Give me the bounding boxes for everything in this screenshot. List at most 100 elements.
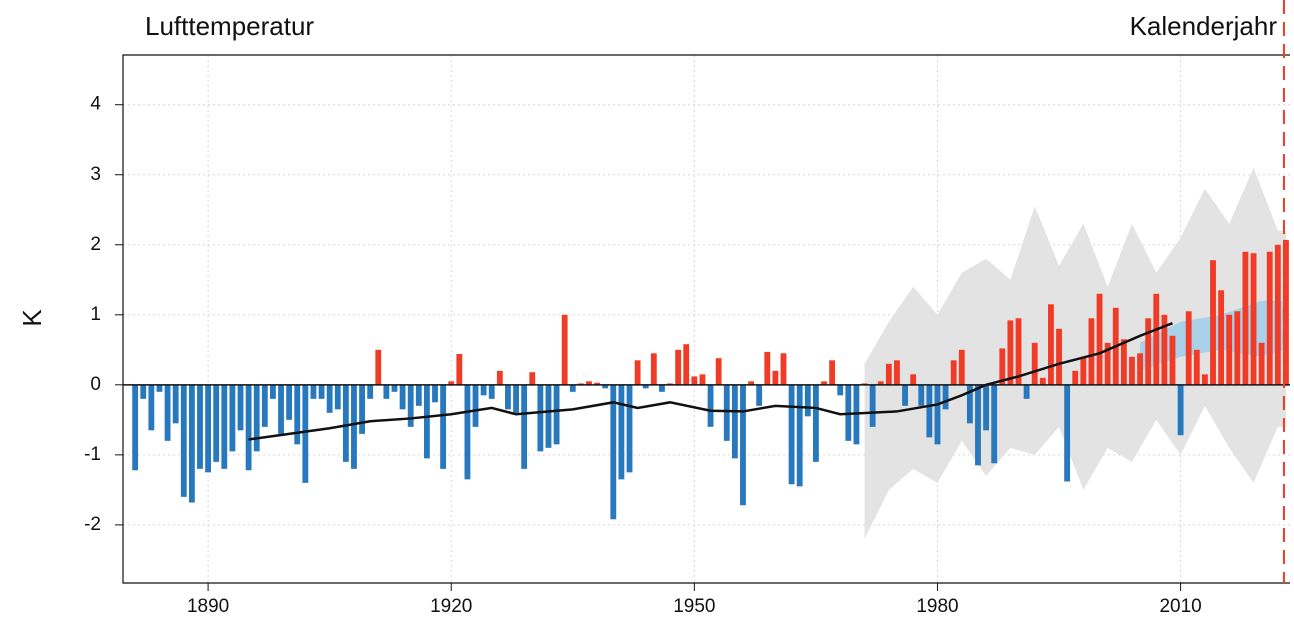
bar	[553, 384, 560, 445]
bar	[480, 384, 487, 396]
bar	[569, 384, 576, 392]
bar	[691, 376, 698, 385]
bar	[1007, 320, 1014, 385]
bar	[351, 384, 357, 469]
bar	[877, 381, 884, 385]
y-tick-label: -1	[84, 444, 101, 465]
bar	[229, 384, 236, 452]
bar	[310, 384, 317, 399]
bar	[359, 384, 365, 434]
bar	[659, 384, 665, 392]
bar	[245, 384, 252, 471]
bar	[975, 384, 981, 466]
y-tick-label: -2	[84, 514, 101, 535]
plot-frame	[122, 54, 1290, 584]
bar	[634, 360, 641, 385]
bar	[829, 360, 836, 385]
bar	[205, 384, 212, 473]
bar	[261, 384, 268, 427]
bar	[1274, 244, 1281, 385]
bar	[821, 381, 827, 385]
bar	[148, 384, 155, 431]
bar	[488, 384, 495, 399]
bar	[602, 384, 609, 389]
bar	[594, 382, 601, 385]
bar	[748, 381, 754, 385]
bar	[756, 384, 763, 406]
bar	[999, 348, 1006, 385]
x-tick-label: 1920	[430, 596, 472, 617]
bar	[983, 384, 990, 431]
y-tick-label: 1	[90, 304, 101, 325]
bar	[237, 384, 244, 431]
bar	[407, 384, 414, 427]
bar	[521, 384, 528, 469]
bar	[926, 384, 933, 438]
running-mean	[248, 322, 1173, 441]
bar	[561, 314, 568, 385]
bar	[391, 384, 398, 392]
bar	[545, 384, 552, 448]
bar	[812, 384, 819, 462]
chart-title: Lufttemperatur	[145, 11, 314, 41]
bar	[1153, 293, 1160, 385]
bar	[1177, 384, 1184, 436]
bar	[464, 384, 471, 480]
bar	[132, 384, 139, 471]
bar	[513, 384, 519, 413]
y-tick-label: 4	[90, 94, 101, 115]
bar	[278, 384, 284, 434]
bar	[1048, 304, 1054, 385]
bar	[140, 384, 147, 399]
bar	[918, 384, 925, 406]
bar	[456, 354, 463, 385]
bar	[723, 384, 730, 441]
bar	[1242, 251, 1249, 385]
bar	[740, 384, 746, 506]
bar	[197, 384, 203, 469]
bar	[894, 360, 900, 385]
y-tick-label: 0	[90, 374, 101, 395]
bar	[788, 384, 795, 485]
range-band	[864, 167, 1286, 539]
x-tick-label: 1950	[673, 596, 715, 617]
bar	[415, 384, 422, 406]
bar	[1031, 342, 1038, 385]
bar	[1258, 342, 1265, 385]
bar	[1266, 251, 1273, 385]
bar	[1039, 377, 1046, 385]
bar	[1145, 318, 1152, 385]
bar	[1161, 314, 1168, 385]
bar	[1129, 356, 1135, 385]
bar	[780, 353, 787, 385]
bar	[683, 344, 690, 385]
bar	[537, 384, 544, 452]
bar	[286, 384, 293, 420]
bar	[1210, 260, 1216, 385]
bar	[772, 370, 779, 385]
bar	[610, 384, 617, 520]
bar	[318, 384, 325, 399]
bar	[1080, 356, 1087, 385]
bar	[448, 381, 455, 385]
bar	[1218, 290, 1225, 385]
bar	[432, 384, 438, 403]
bar	[440, 384, 447, 469]
bar	[1185, 311, 1192, 385]
bar	[1072, 370, 1079, 385]
bar	[699, 374, 706, 385]
bar	[804, 384, 811, 417]
bar	[326, 384, 333, 413]
bar	[885, 363, 892, 385]
bar	[869, 384, 876, 427]
bar	[934, 384, 941, 445]
bar	[472, 384, 479, 427]
bar	[650, 353, 657, 385]
bar	[213, 384, 220, 462]
bar	[1104, 342, 1111, 385]
bar	[188, 384, 195, 503]
bar	[1234, 311, 1241, 385]
bar	[942, 384, 949, 410]
bar	[1137, 353, 1143, 385]
